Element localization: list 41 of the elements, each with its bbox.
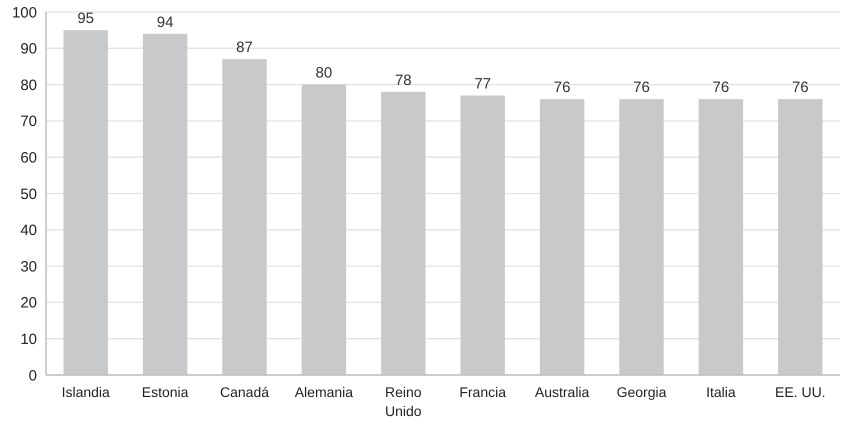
data-label: 87 bbox=[236, 39, 253, 56]
y-tick-label: 30 bbox=[20, 258, 37, 276]
y-tick-label: 70 bbox=[20, 113, 37, 130]
data-label: 76 bbox=[554, 79, 570, 96]
data-label: 76 bbox=[633, 79, 650, 96]
y-tick-label: 90 bbox=[20, 40, 37, 58]
bar bbox=[222, 59, 267, 375]
x-tick-label: Italia bbox=[706, 384, 736, 400]
data-label: 78 bbox=[394, 72, 412, 89]
x-tick-label: Canadá bbox=[220, 384, 270, 400]
y-tick-label: 40 bbox=[20, 222, 37, 240]
y-tick-label: 20 bbox=[20, 294, 37, 312]
y-tick-label: 10 bbox=[20, 330, 37, 348]
data-label: 80 bbox=[316, 64, 332, 82]
data-label: 95 bbox=[77, 10, 94, 28]
data-label: 94 bbox=[156, 14, 174, 31]
data-label: 76 bbox=[712, 79, 730, 96]
y-tick-label: 60 bbox=[20, 149, 37, 166]
bar bbox=[381, 92, 426, 375]
x-tick-label: Estonia bbox=[142, 384, 189, 400]
y-tick-label: 100 bbox=[12, 4, 37, 22]
data-label: 76 bbox=[792, 79, 809, 96]
x-tick-label: EE. UU. bbox=[775, 384, 826, 400]
bar bbox=[142, 34, 188, 375]
x-tick-label: Francia bbox=[459, 384, 506, 400]
x-tick-label: Australia bbox=[534, 384, 590, 400]
y-tick-label: 80 bbox=[20, 76, 37, 94]
x-tick-label: Alemania bbox=[294, 384, 354, 400]
bar bbox=[540, 99, 584, 375]
bar bbox=[698, 99, 744, 375]
bar bbox=[63, 30, 108, 375]
y-tick-label: 0 bbox=[28, 367, 37, 384]
bar bbox=[460, 95, 505, 375]
bar bbox=[778, 99, 823, 375]
data-label: 77 bbox=[474, 75, 492, 92]
x-tick-label: Islandia bbox=[62, 384, 110, 400]
y-tick-label: 50 bbox=[20, 186, 37, 203]
x-tick-label: Georgia bbox=[616, 384, 667, 400]
bar bbox=[302, 84, 346, 375]
bar bbox=[619, 99, 664, 375]
x-tick-label: Reino Unido bbox=[385, 384, 422, 419]
